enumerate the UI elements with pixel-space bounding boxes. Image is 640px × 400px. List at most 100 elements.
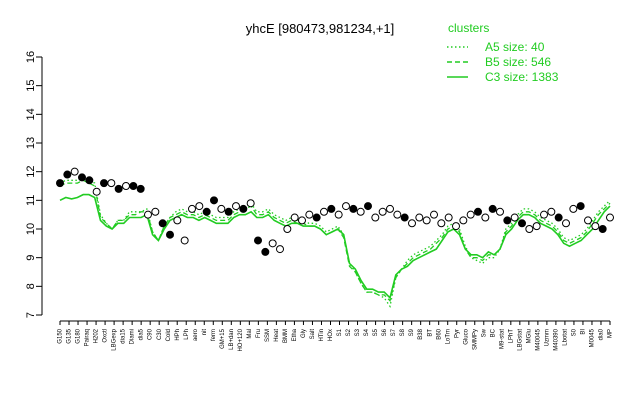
data-point <box>400 213 409 222</box>
data-point <box>239 204 248 213</box>
data-points <box>56 167 614 256</box>
data-point <box>518 219 526 228</box>
y-tick-label: 14 <box>25 108 37 120</box>
x-tick-label: M0045 <box>590 328 596 347</box>
data-point <box>246 199 255 208</box>
x-tick-label: S2 <box>346 328 352 336</box>
data-point <box>459 216 468 225</box>
x-tick-label: nit <box>202 329 208 336</box>
x-tick-label: Fru <box>256 329 262 338</box>
data-point <box>107 179 116 188</box>
x-tick-label: H202 <box>94 328 100 343</box>
x-tick-label: S8 <box>400 328 406 336</box>
data-point <box>474 207 482 216</box>
x-tick-label: Heat <box>274 329 280 342</box>
data-point <box>393 210 402 219</box>
data-point <box>598 225 607 233</box>
series-lines <box>59 176 611 309</box>
x-tick-label: HOx <box>328 329 334 341</box>
data-point <box>298 216 306 225</box>
x-tick-label: S9 <box>409 328 415 336</box>
data-point <box>540 210 548 219</box>
data-point <box>195 202 204 211</box>
x-axis: G150 G135 G180 Pairaq H202 Oxctl LBGexp dia15 Di… <box>58 320 614 352</box>
legend-label: C3 size: 1383 <box>485 70 559 84</box>
x-tick-label: dia15 <box>121 328 127 343</box>
data-point <box>261 247 270 256</box>
data-point <box>114 184 123 193</box>
x-tick-label: SSM <box>265 329 271 342</box>
data-point <box>342 202 350 211</box>
y-tick-label: 7 <box>25 312 37 318</box>
x-tick-label: Etha <box>292 328 298 341</box>
data-point <box>224 207 233 216</box>
x-tick-label: Oxctl <box>103 329 109 343</box>
x-tick-label: S0 <box>572 328 578 336</box>
y-tick-label: 15 <box>25 80 37 92</box>
x-tick-label: HTin <box>319 329 325 341</box>
x-tick-label: Cold <box>166 329 172 341</box>
x-tick-label: Salt <box>310 329 316 340</box>
x-tick-label: BC <box>490 328 496 337</box>
data-point <box>173 216 182 225</box>
series-line-dotted <box>59 176 611 309</box>
data-point <box>217 204 226 213</box>
x-tick-label: dia5 <box>139 328 145 340</box>
data-point <box>547 207 556 216</box>
data-point <box>576 202 585 211</box>
y-axis: 7 8 9 10 11 12 13 14 15 16 <box>25 51 43 318</box>
data-point <box>290 213 299 222</box>
data-point <box>276 245 284 254</box>
data-point <box>554 213 563 222</box>
x-tick-label: LB+dan <box>229 329 235 350</box>
data-point <box>452 222 460 231</box>
x-tick-label: BMM <box>283 329 289 343</box>
data-point <box>312 213 321 222</box>
data-point <box>63 170 72 179</box>
data-point <box>202 207 211 216</box>
x-tick-label: LPh <box>184 329 190 340</box>
x-tick-label: GM+15 <box>220 328 226 349</box>
x-tick-label: HPh <box>175 329 181 341</box>
x-tick-label: aero <box>193 328 199 341</box>
x-tick-label: C30 <box>157 328 163 340</box>
data-point <box>334 210 343 219</box>
y-tick-label: 11 <box>25 195 37 206</box>
data-point <box>466 210 475 219</box>
data-point <box>78 173 86 182</box>
x-tick-label: M40390 <box>553 328 559 350</box>
y-tick-label: 12 <box>25 166 37 178</box>
data-point <box>437 219 446 228</box>
data-point <box>496 207 504 216</box>
data-point <box>584 216 592 225</box>
x-tick-label: G150 <box>58 328 64 343</box>
data-point <box>268 239 277 248</box>
x-tick-label: C90 <box>148 328 154 340</box>
data-point <box>488 204 497 213</box>
x-tick-label: M40045 <box>535 328 541 350</box>
x-tick-label: LBGexp <box>112 328 118 350</box>
x-tick-label: Diami <box>130 329 136 344</box>
data-point <box>144 210 152 219</box>
x-tick-label: MGlu <box>526 329 532 343</box>
x-tick-label: S1 <box>337 328 343 336</box>
legend-title: clusters <box>448 21 489 35</box>
x-tick-label: BT <box>427 329 433 337</box>
data-point <box>569 204 578 213</box>
data-point <box>532 222 541 231</box>
y-tick-label: 16 <box>25 51 37 63</box>
x-tick-label: S5 <box>373 328 379 336</box>
x-tick-label: S4 <box>364 328 370 336</box>
data-point <box>327 204 336 213</box>
data-point <box>356 207 365 216</box>
data-point <box>364 202 372 211</box>
y-tick-label: 8 <box>25 283 37 289</box>
x-tick-label: Gluco <box>463 328 469 344</box>
x-tick-label: Mal <box>247 329 253 339</box>
y-tick-label: 9 <box>25 255 37 261</box>
data-point <box>254 236 262 245</box>
x-tick-label: G180 <box>76 328 82 343</box>
x-tick-label: S7 <box>391 328 397 336</box>
data-point <box>92 187 101 196</box>
